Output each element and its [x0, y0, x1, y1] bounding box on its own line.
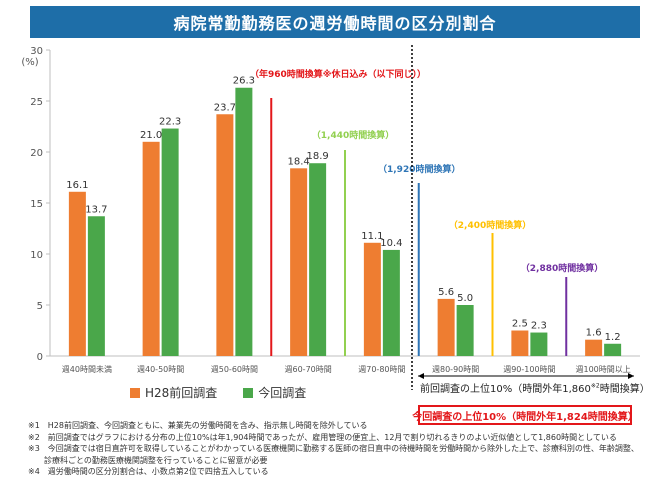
data-label-h28: 5.6: [438, 287, 454, 298]
bar-current: [235, 87, 253, 357]
bar-current: [604, 343, 622, 356]
footnote-4: ※4 週労働時間の区分別割合は、小数点第2位で四捨五入している: [28, 467, 269, 476]
bar-h28: [142, 141, 160, 356]
threshold-label: （1,920時間換算）: [378, 163, 460, 175]
bar-chart: 0 5 10 15 20 25 30(%) 16.1 13.7 週40時間未満 21.0 22.3 週4…: [21, 45, 640, 390]
category-label: 週50-60時間: [211, 365, 258, 374]
previous-top10-footnote-mark: ※2: [590, 382, 600, 390]
footnote-1: ※1 H28前回調査、今回調査ともに、兼業先の労働時間を含み、指示無し時間を除外…: [28, 421, 368, 430]
previous-top10-text-end: 時間換算）: [599, 384, 650, 395]
legend-swatch-h28: [130, 387, 140, 398]
legend-label-current: 今回調査: [258, 386, 307, 400]
y-tick-label: 5: [37, 301, 43, 312]
data-label-current: 10.4: [380, 238, 402, 249]
category-label: 週90-100時間: [503, 365, 555, 374]
legend: H28前回調査 今回調査: [130, 384, 306, 401]
threshold-label: （1,440時間換算）: [312, 129, 394, 141]
bar-current: [309, 163, 327, 356]
data-label-current: 2.3: [531, 321, 547, 332]
category-label: 週100時間以上: [575, 365, 630, 374]
y-axis-unit: (%): [21, 57, 38, 68]
bar-h28: [585, 339, 603, 356]
data-label-h28: 21.0: [140, 130, 162, 141]
bar-current: [530, 332, 548, 356]
legend-label-h28: H28前回調査: [145, 386, 218, 400]
legend-item-h28: H28前回調査: [130, 384, 217, 401]
threshold-label: （年960時間換算※休日込み（以下同じ））: [250, 68, 426, 80]
category-label: 週40-50時間: [137, 365, 184, 374]
category-label: 週40時間未満: [62, 364, 112, 374]
data-label-h28: 23.7: [214, 102, 236, 113]
bar-h28: [290, 168, 308, 356]
y-tick-label: 0: [37, 352, 43, 363]
bar-current: [87, 216, 105, 356]
y-tick-label: 15: [30, 199, 43, 210]
footnote-3-cont: 診療科ごとの勤務医療機関調整を行っていることに留意が必要: [28, 455, 268, 465]
footnote-3: ※3 今回調査では宿日直許可を取得していることがわかっている医療機関に勤務する医…: [28, 444, 639, 453]
previous-top10-text: 前回調査の上位10%（時間外年1,860: [420, 384, 591, 395]
data-label-h28: 1.6: [586, 328, 602, 339]
data-label-current: 22.3: [159, 117, 181, 128]
bar-current: [382, 249, 400, 356]
threshold-label: （2,400時間換算）: [449, 219, 531, 231]
chart-title: 病院常勤勤務医の週労働時間の区分別割合: [30, 6, 640, 38]
bar-h28: [437, 298, 455, 356]
y-tick-label: 20: [30, 148, 43, 159]
legend-swatch-current: [243, 387, 254, 398]
category-label: 週60-70時間: [285, 365, 332, 374]
range-arrow-head-right: [628, 373, 634, 379]
y-tick-label: 30: [30, 46, 43, 57]
bar-current: [161, 128, 179, 356]
data-label-h28: 2.5: [512, 319, 528, 330]
bar-h28: [216, 114, 234, 356]
data-label-current: 18.9: [306, 151, 328, 162]
range-arrow-head-left: [418, 373, 424, 379]
data-label-h28: 18.4: [287, 156, 309, 167]
data-label-current: 26.3: [233, 76, 255, 87]
category-label: 週80-90時間: [432, 365, 479, 374]
category-label: 週70-80時間: [358, 365, 405, 374]
data-label-current: 13.7: [85, 204, 107, 215]
data-label-current: 1.2: [605, 332, 621, 343]
data-label-current: 5.0: [457, 293, 473, 304]
y-tick-label: 25: [30, 97, 43, 108]
data-label-h28: 11.1: [361, 231, 383, 242]
y-tick-label: 10: [30, 250, 43, 261]
bar-current: [456, 305, 474, 356]
footnotes: ※1 H28前回調査、今回調査ともに、兼業先の労働時間を含み、指示無し時間を除外…: [28, 420, 653, 478]
bar-h28: [363, 242, 381, 356]
data-label-h28: 16.1: [66, 180, 88, 191]
bar-h28: [68, 191, 86, 356]
legend-item-current: 今回調査: [243, 384, 306, 401]
bar-h28: [511, 330, 529, 356]
footnote-2: ※2 前回調査ではグラフにおける分布の上位10%は年1,904時間であったが、雇…: [28, 432, 617, 442]
threshold-label: （2,880時間換算）: [521, 262, 603, 274]
current-top10-text: 今回調査の上位10%（時間外年1,824時間換算）: [412, 411, 638, 423]
current-top10-box: 今回調査の上位10%（時間外年1,824時間換算）: [412, 405, 638, 425]
previous-top10-label: 前回調査の上位10%（時間外年1,860※2時間換算）: [420, 380, 650, 395]
